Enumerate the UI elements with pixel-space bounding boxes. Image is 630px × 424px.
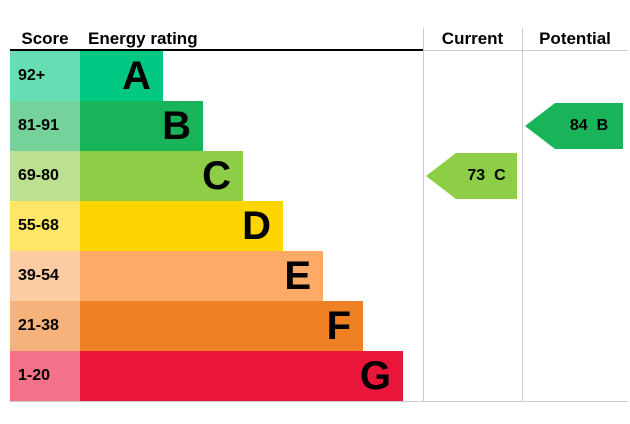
band-score-range: 39-54	[10, 251, 80, 301]
band-row: 92+ A	[10, 51, 423, 101]
band-bar: C	[80, 151, 243, 201]
band-row: 69-80 C	[10, 151, 423, 201]
band-row: 21-38 F	[10, 301, 423, 351]
potential-rating-band: B	[596, 117, 609, 134]
band-row: 39-54 E	[10, 251, 423, 301]
band-bar: D	[80, 201, 283, 251]
band-bar: F	[80, 301, 363, 351]
band-score-range: 21-38	[10, 301, 80, 351]
band-score-range: 69-80	[10, 151, 80, 201]
band-row: 55-68 D	[10, 201, 423, 251]
current-rating-arrow: 73 C	[426, 153, 517, 199]
band-row: 1-20 G	[10, 351, 423, 401]
current-rating-value: 73	[467, 167, 486, 184]
band-letter: B	[162, 104, 191, 148]
band-bar: G	[80, 351, 403, 401]
band-score-range: 1-20	[10, 351, 80, 401]
potential-rating-value: 84	[569, 117, 588, 134]
current-rating-band: C	[494, 167, 506, 184]
band-bar: B	[80, 101, 203, 151]
band-score-range: 55-68	[10, 201, 80, 251]
band-bar: A	[80, 51, 163, 101]
potential-rating-arrow: 84 B	[525, 103, 623, 149]
band-score-range: 81-91	[10, 101, 80, 151]
header-score: Score	[10, 28, 80, 51]
band-letter: D	[242, 204, 271, 248]
column-divider-potential	[522, 28, 523, 402]
header-potential: Potential	[522, 28, 628, 51]
header-current: Current	[423, 28, 522, 51]
band-letter: G	[359, 354, 391, 398]
band-letter: E	[284, 254, 311, 298]
band-letter: A	[122, 54, 151, 98]
band-letter: F	[326, 304, 351, 348]
column-divider-current	[423, 28, 424, 402]
table-bottom-border	[10, 401, 628, 402]
band-letter: C	[202, 154, 231, 198]
band-bar: E	[80, 251, 323, 301]
header-energy-rating: Energy rating	[80, 28, 423, 51]
band-row: 81-91 B	[10, 101, 423, 151]
band-score-range: 92+	[10, 51, 80, 101]
